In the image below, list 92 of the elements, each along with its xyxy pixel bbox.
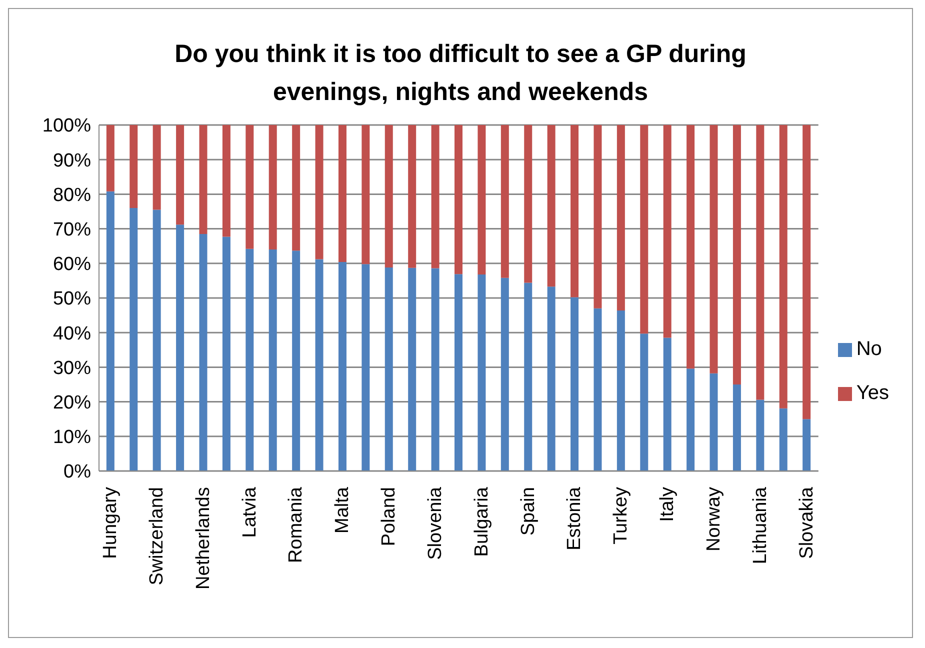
bar: [384, 125, 393, 268]
bar: [732, 125, 741, 384]
bar: [616, 125, 625, 310]
bar: [199, 125, 208, 234]
x-tick-label: Latvia: [239, 486, 260, 538]
bar: [130, 208, 138, 471]
x-tick-label: Slovakia: [796, 486, 818, 559]
bar: [408, 125, 416, 268]
bar: [779, 408, 788, 471]
bar: [292, 125, 300, 251]
x-tick-label: Netherlands: [192, 487, 214, 590]
bar: [640, 334, 648, 471]
bar: [756, 400, 764, 471]
x-tick-label: Bulgaria: [471, 486, 492, 557]
x-tick-label: Spain: [518, 487, 539, 536]
bar: [732, 384, 741, 471]
bar: [710, 373, 718, 471]
bar: [106, 191, 114, 471]
bar: [802, 125, 811, 420]
x-tick-label: Hungary: [100, 486, 122, 559]
bar: [362, 264, 370, 471]
bar: [268, 125, 277, 250]
bar: [524, 125, 532, 283]
bar: [176, 224, 184, 471]
chart-title: Do you think it is too difficult to see a GP during evenings, nights and weekends: [174, 39, 748, 108]
bar: [663, 125, 672, 338]
bar: [454, 125, 463, 274]
x-tick-label: Romania: [286, 486, 307, 564]
x-tick-label: Turkey: [610, 486, 632, 544]
bar: [524, 282, 532, 471]
x-tick-label: Malta: [332, 486, 354, 534]
bar: [338, 125, 346, 262]
bar: [130, 125, 138, 208]
x-tick-label: Italy: [657, 486, 678, 522]
bar: [268, 250, 277, 471]
y-tick-label: 0%: [64, 462, 92, 483]
bar: [570, 297, 579, 471]
y-tick-label: 70%: [52, 220, 92, 241]
x-tick-label: Estonia: [564, 486, 586, 550]
bar: [686, 125, 695, 369]
bar: [663, 338, 672, 471]
x-tick-label: Norway: [703, 486, 724, 552]
bar: [640, 125, 648, 334]
bar: [408, 268, 416, 471]
bar: [222, 125, 230, 237]
y-tick-label: 60%: [52, 254, 92, 276]
bar: [500, 125, 509, 278]
bar: [315, 259, 324, 471]
bar: [246, 248, 254, 471]
bar: [500, 278, 509, 471]
bar: [152, 210, 161, 471]
bar: [570, 125, 579, 298]
bar: [384, 268, 393, 471]
bar: [246, 125, 254, 249]
y-tick-label: 20%: [52, 392, 92, 414]
bar: [315, 125, 324, 260]
y-tick-label: 50%: [52, 288, 92, 310]
bar: [362, 125, 370, 264]
bar: [710, 125, 718, 374]
bar: [222, 236, 230, 471]
bar: [756, 125, 764, 400]
bar: [478, 274, 486, 471]
bar: [292, 250, 300, 471]
bar: [338, 262, 346, 471]
bar: [594, 308, 602, 471]
x-tick-label: Switzerland: [146, 487, 168, 586]
bar: [152, 125, 161, 210]
y-tick-label: 100%: [42, 116, 92, 137]
bar: [106, 125, 114, 192]
y-tick-label: 30%: [52, 358, 92, 379]
bar: [431, 125, 440, 268]
bar: [431, 268, 440, 471]
legend-label: Yes: [856, 382, 889, 404]
bar: [176, 125, 184, 225]
y-tick-label: 40%: [52, 323, 92, 344]
bar: [686, 368, 695, 471]
bar: [199, 234, 208, 471]
bar: [547, 286, 556, 471]
x-tick-label: Lithuania: [750, 486, 771, 564]
y-tick-label: 90%: [52, 150, 92, 172]
bar: [779, 125, 788, 408]
bar: [478, 125, 486, 274]
bar: [802, 419, 811, 471]
bar: [616, 310, 625, 471]
bar: [594, 125, 602, 308]
bar: [454, 274, 463, 471]
legend-label: No: [856, 338, 882, 360]
y-tick-label: 80%: [52, 184, 92, 206]
x-tick-label: Slovenia: [424, 486, 446, 560]
x-tick-label: Poland: [378, 487, 400, 546]
y-tick-label: 10%: [52, 427, 92, 448]
bar: [547, 125, 556, 287]
